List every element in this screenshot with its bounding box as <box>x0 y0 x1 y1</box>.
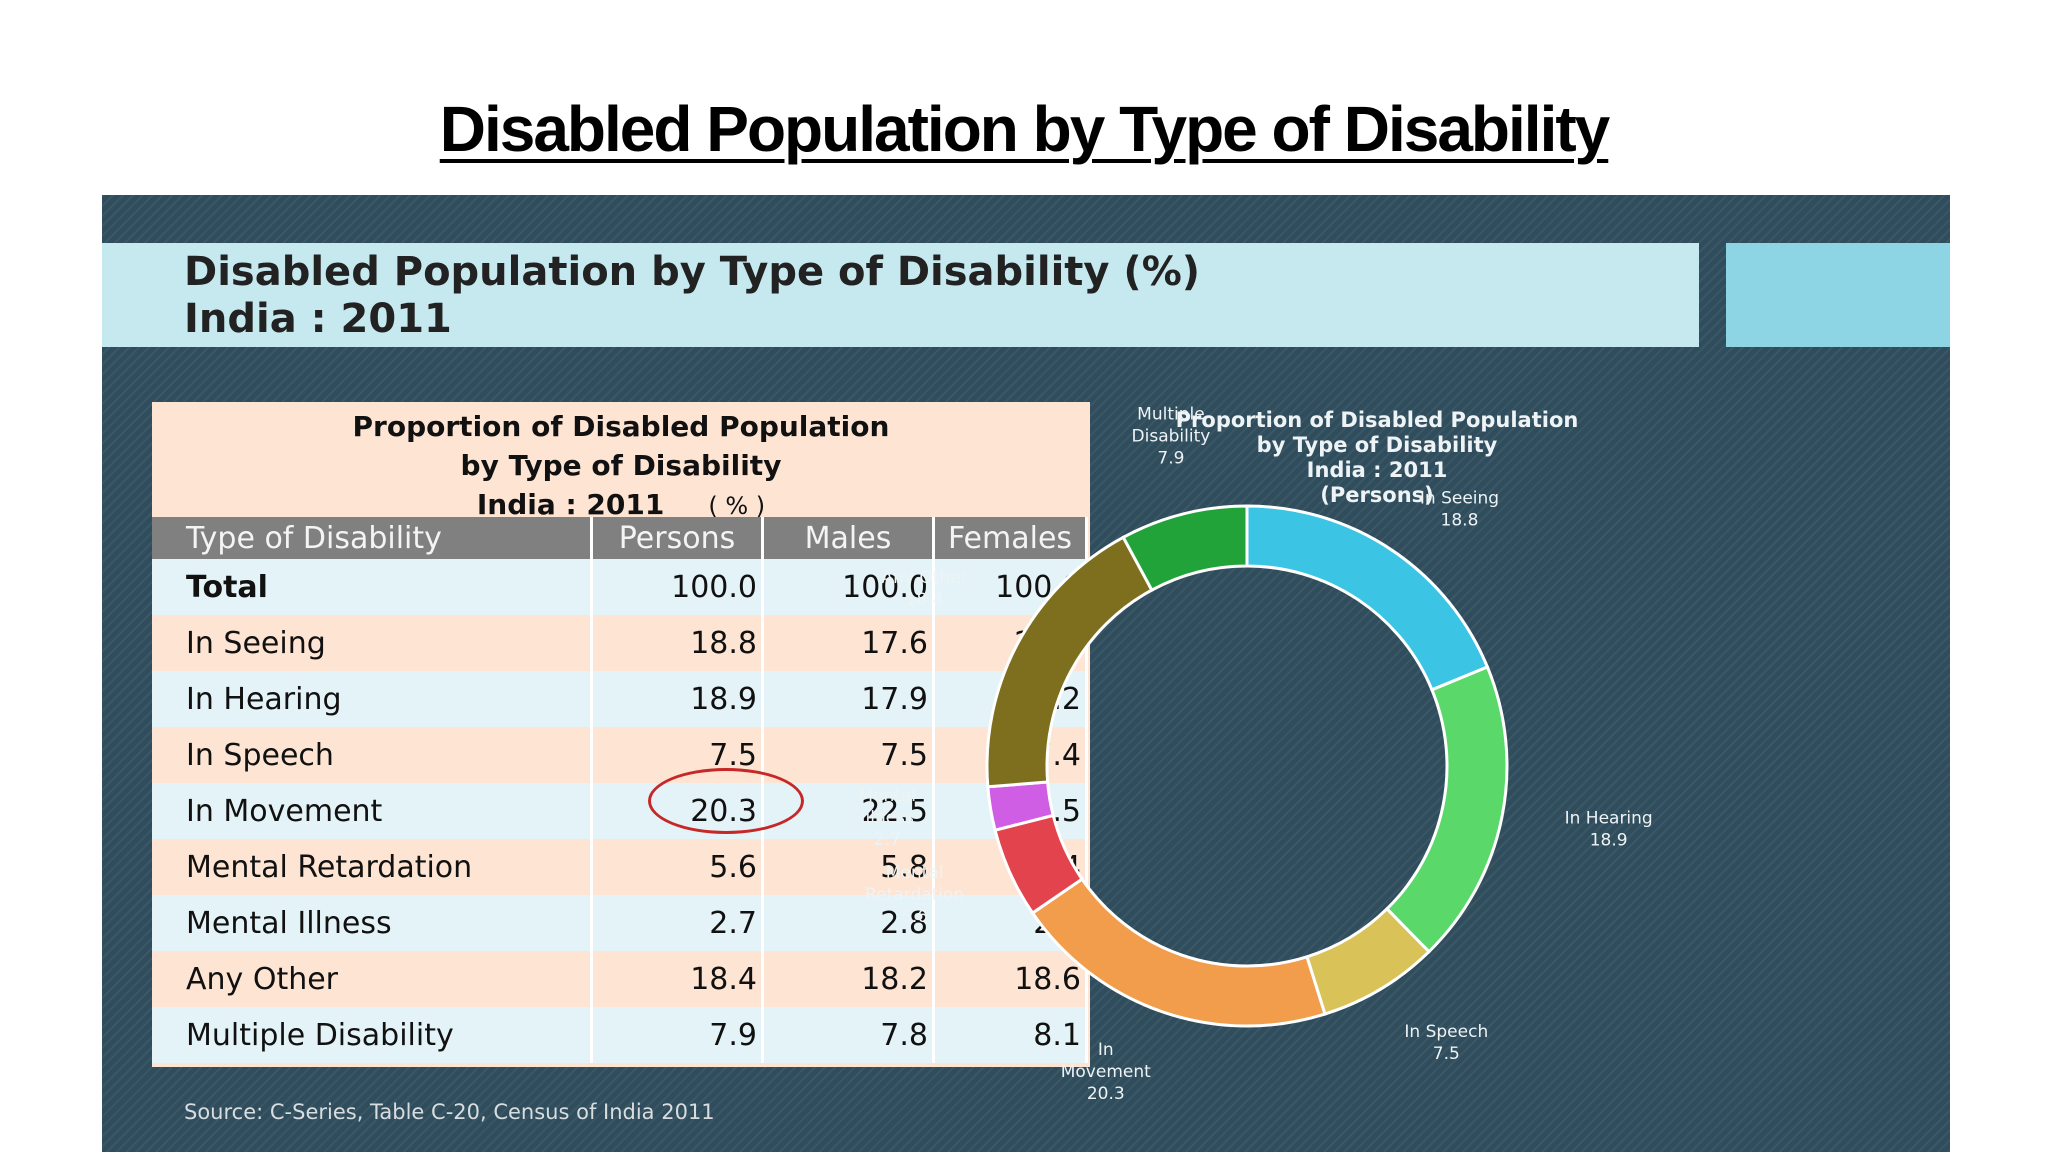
row-persons: 18.9 <box>591 671 764 727</box>
highlight-circle <box>648 767 805 834</box>
donut-label-line: 18.4 <box>906 590 944 610</box>
donut-label-line: In Seeing <box>1420 488 1499 508</box>
table-header-row: Type of Disability Persons Males Females <box>152 517 1088 559</box>
donut-label-line: Retardation <box>865 885 964 905</box>
donut-slice-label: Mental Retardation 5.6 <box>865 863 964 927</box>
donut-label-line: 7.9 <box>1157 448 1184 468</box>
slide-panel: Disabled Population by Type of Disabilit… <box>102 195 1950 1152</box>
donut-label-line: 5.6 <box>901 907 928 927</box>
table-title-year: India : 2011 <box>476 488 665 521</box>
donut-slice-label: In Movement 20.3 <box>1061 1040 1151 1104</box>
table-title: Proportion of Disabled Population by Typ… <box>152 402 1090 522</box>
header-females: Females <box>933 517 1088 559</box>
donut-label-line: In Speech <box>1404 1022 1488 1042</box>
row-males: 7.5 <box>762 727 935 783</box>
row-males: 18.2 <box>762 951 935 1007</box>
donut-slice-in-seeing <box>1245 504 1490 692</box>
table-units: ( % ) <box>708 492 766 520</box>
table-row: Multiple Disability 7.9 7.8 8.1 <box>152 1007 1088 1063</box>
row-persons: 5.6 <box>591 839 764 895</box>
slide-title-accent-tab <box>1726 243 1950 347</box>
donut-slice-multiple-disability <box>1121 504 1249 593</box>
donut-label-line: 18.8 <box>1441 510 1479 530</box>
row-males: 2.8 <box>762 895 935 951</box>
table-row: Mental Illness 2.7 2.8 2.6 <box>152 895 1088 951</box>
header-males: Males <box>762 517 935 559</box>
row-type: In Movement <box>152 783 593 839</box>
row-persons: 7.5 <box>591 727 764 783</box>
donut-label-line: Mental <box>886 863 944 883</box>
row-persons: 18.4 <box>591 951 764 1007</box>
donut-chart: In Seeing 18.8In Hearing 18.9In Speech 7.5I… <box>858 404 1653 1104</box>
row-persons: 2.7 <box>591 895 764 951</box>
donut-slice-in-movement <box>1030 877 1327 1028</box>
donut-slice-label: In Speech 7.5 <box>1404 1022 1488 1064</box>
chart-title-line: (Persons) <box>1320 483 1434 507</box>
row-type: Mental Retardation <box>152 839 593 895</box>
donut-slice-any-other <box>985 535 1154 789</box>
chart-title-line: by Type of Disability <box>1256 433 1498 457</box>
donut-slice-label: In Seeing 18.8 <box>1420 488 1499 530</box>
header-persons: Persons <box>591 517 764 559</box>
donut-slice-in-hearing <box>1384 665 1509 954</box>
table-title-line1: Proportion of Disabled Population <box>352 410 890 443</box>
row-type: In Hearing <box>152 671 593 727</box>
donut-label-line: Mental <box>858 786 916 806</box>
row-type: Any Other <box>152 951 593 1007</box>
page-title: Disabled Population by Type of Disabilit… <box>439 93 1611 165</box>
row-females: 18.6 <box>933 951 1088 1007</box>
donut-slice-label: In Hearing 18.9 <box>1565 808 1653 850</box>
donut-label-line: Movement <box>1061 1062 1151 1082</box>
slide-title-bar <box>102 243 1699 347</box>
highlighted-value: 20.3 <box>648 767 805 834</box>
donut-label-line: 20.3 <box>1087 1084 1125 1104</box>
chart-title-line: India : 2011 <box>1306 458 1448 482</box>
donut-label-line: Illness <box>860 808 914 828</box>
row-persons: 100.0 <box>591 559 764 615</box>
row-males: 5.8 <box>762 839 935 895</box>
table-title-line3: India : 2011 ( % ) <box>152 485 1090 526</box>
donut-slice-label: Multiple Disability 7.9 <box>1132 404 1211 468</box>
donut-label-line: Multiple <box>1137 404 1205 424</box>
table-row: Any Other 18.4 18.2 18.6 <box>152 951 1088 1007</box>
row-males: 17.6 <box>762 615 935 671</box>
chart-title: Proportion of Disabled Population by Typ… <box>1152 408 1602 508</box>
row-males: 7.8 <box>762 1007 935 1063</box>
row-type: In Seeing <box>152 615 593 671</box>
source-note: Source: C-Series, Table C-20, Census of … <box>184 1100 715 1124</box>
row-type: Total <box>152 559 593 615</box>
row-persons: 7.9 <box>591 1007 764 1063</box>
donut-slice-label: Mental Illness 2.7 <box>858 786 916 850</box>
donut-slice-label: Any Other 18.4 <box>882 568 968 610</box>
header-type: Type of Disability <box>152 517 593 559</box>
row-males: 100.0 <box>762 559 935 615</box>
slide-title: Disabled Population by Type of Disabilit… <box>184 249 1200 343</box>
slide-title-line1: Disabled Population by Type of Disabilit… <box>184 249 1201 295</box>
row-persons-highlighted: 20.3 <box>591 767 805 839</box>
row-type: In Speech <box>152 727 593 783</box>
donut-label-line: 18.9 <box>1590 830 1628 850</box>
donut-label-line: 2.7 <box>874 830 901 850</box>
table-row: In Speech 7.5 7.5 7.4 <box>152 727 1088 783</box>
row-females: 8.1 <box>933 1007 1088 1063</box>
table-row: Mental Retardation 5.6 5.8 5.4 <box>152 839 1088 895</box>
donut-label-line: In Hearing <box>1565 808 1653 828</box>
table-title-line2: by Type of Disability <box>460 449 782 482</box>
donut-label-line: Disability <box>1132 426 1211 446</box>
row-persons: 18.8 <box>591 615 764 671</box>
table-row: In Hearing 18.9 17.9 20.2 <box>152 671 1088 727</box>
donut-label-line: In <box>1098 1040 1114 1060</box>
chart-title-line: Proportion of Disabled Population <box>1175 408 1579 432</box>
donut-label-line: Any Other <box>882 568 968 588</box>
row-type: Multiple Disability <box>152 1007 593 1063</box>
row-type: Mental Illness <box>152 895 593 951</box>
donut-label-line: 7.5 <box>1433 1044 1460 1064</box>
row-males: 17.9 <box>762 671 935 727</box>
slide-title-line2: India : 2011 <box>184 296 452 342</box>
